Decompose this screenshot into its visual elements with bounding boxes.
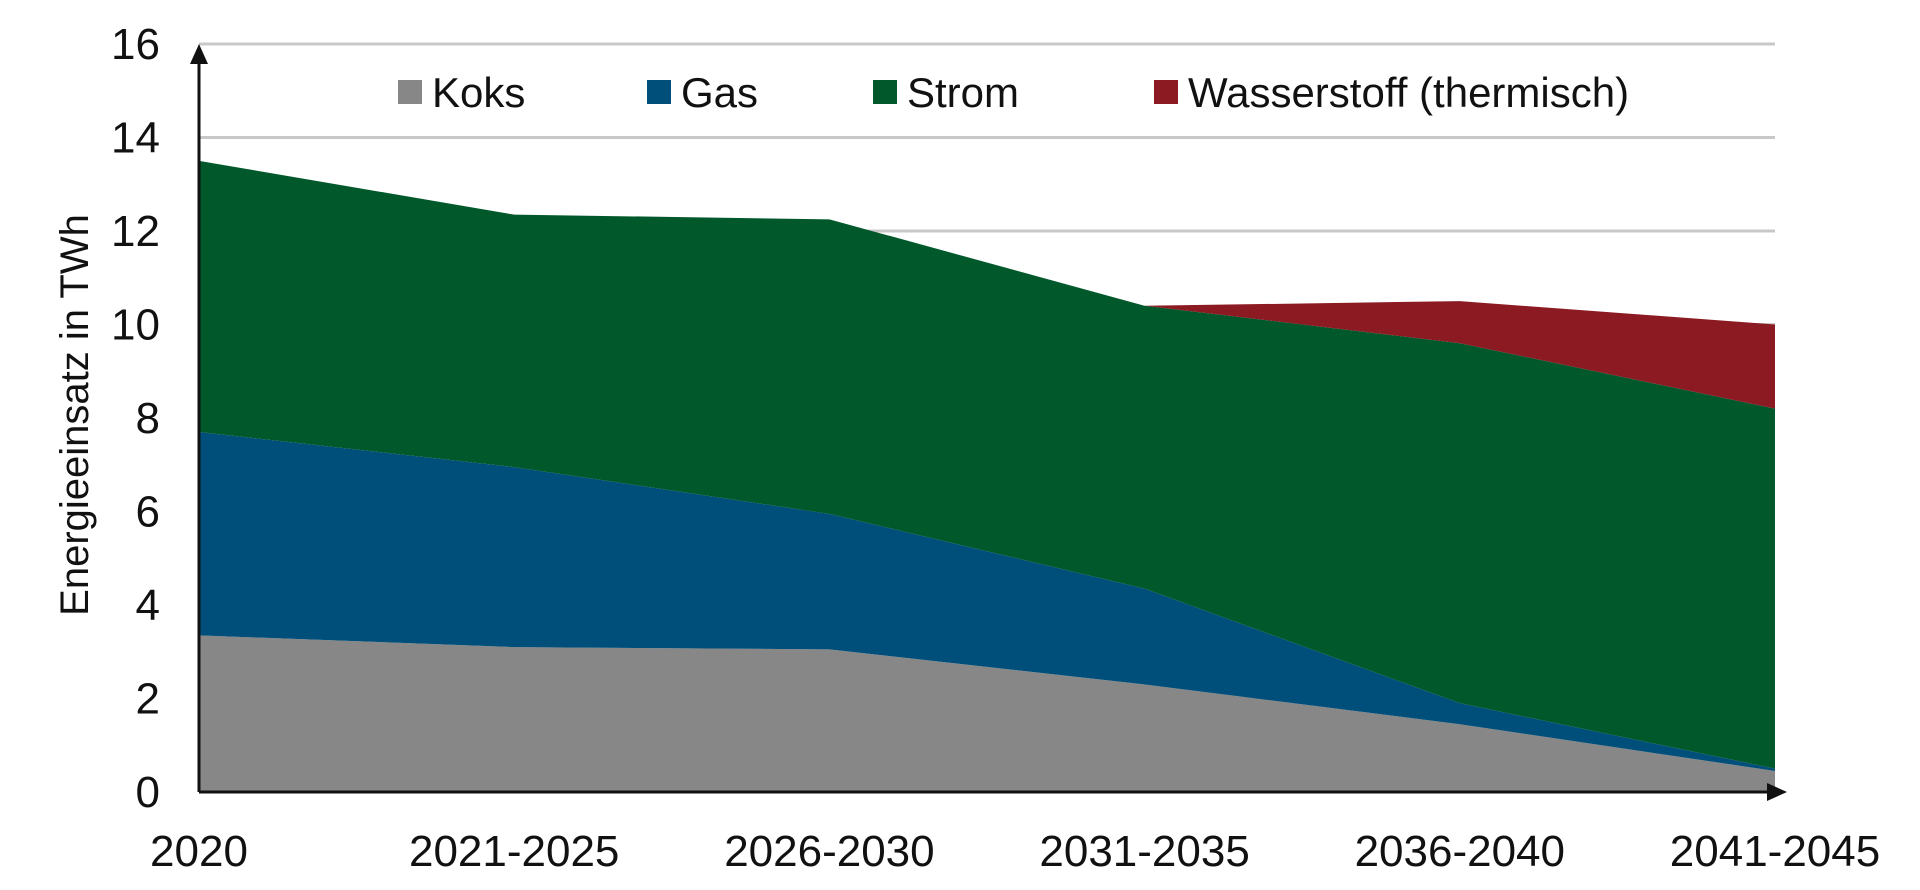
y-tick-label: 6: [136, 488, 160, 537]
y-axis-title: Energieeinsatz in TWh: [53, 214, 97, 616]
x-tick-label: 2036-2040: [1355, 827, 1565, 876]
legend-swatch-strom: [873, 80, 897, 104]
legend-label-koks: Koks: [432, 69, 525, 116]
x-tick-label: 2021-2025: [409, 827, 619, 876]
x-tick-label: 2031-2035: [1039, 827, 1249, 876]
area-layers: [199, 160, 1775, 792]
y-tick-label: 2: [136, 675, 160, 724]
legend-label-strom: Strom: [907, 69, 1019, 116]
x-tick-labels: 2020 2021-2025 2026-2030 2031-2035 2036-2040…: [150, 827, 1880, 876]
area-series-koks: [199, 635, 1775, 792]
y-tick-label: 4: [136, 581, 160, 630]
axes: [190, 44, 1787, 801]
legend-swatch-gas: [647, 80, 671, 104]
y-tick-label: 14: [111, 114, 160, 163]
legend-label-gas: Gas: [681, 69, 758, 116]
y-tick-labels: 0 2 4 6 8 10 12 14 16: [111, 20, 160, 817]
area-series-gas: [199, 432, 1775, 771]
x-tick-label: 2020: [150, 827, 248, 876]
y-tick-label: 10: [111, 301, 160, 350]
x-tick-label: 2026-2030: [724, 827, 934, 876]
y-tick-label: 16: [111, 20, 160, 69]
legend-label-wasserstoff-thermisch: Wasserstoff (thermisch): [1188, 69, 1629, 116]
y-tick-label: 12: [111, 207, 160, 256]
y-tick-label: 8: [136, 394, 160, 443]
y-axis-arrow: [190, 44, 208, 64]
area-series-strom: [199, 160, 1775, 769]
x-tick-label: 2041-2045: [1670, 827, 1880, 876]
y-tick-label: 0: [136, 768, 160, 817]
legend-swatch-wasserstoff-thermisch: [1154, 80, 1178, 104]
legend: Koks Gas Strom Wasserstoff (thermisch): [398, 69, 1629, 116]
x-axis-arrow: [1767, 783, 1787, 801]
legend-swatch-koks: [398, 80, 422, 104]
